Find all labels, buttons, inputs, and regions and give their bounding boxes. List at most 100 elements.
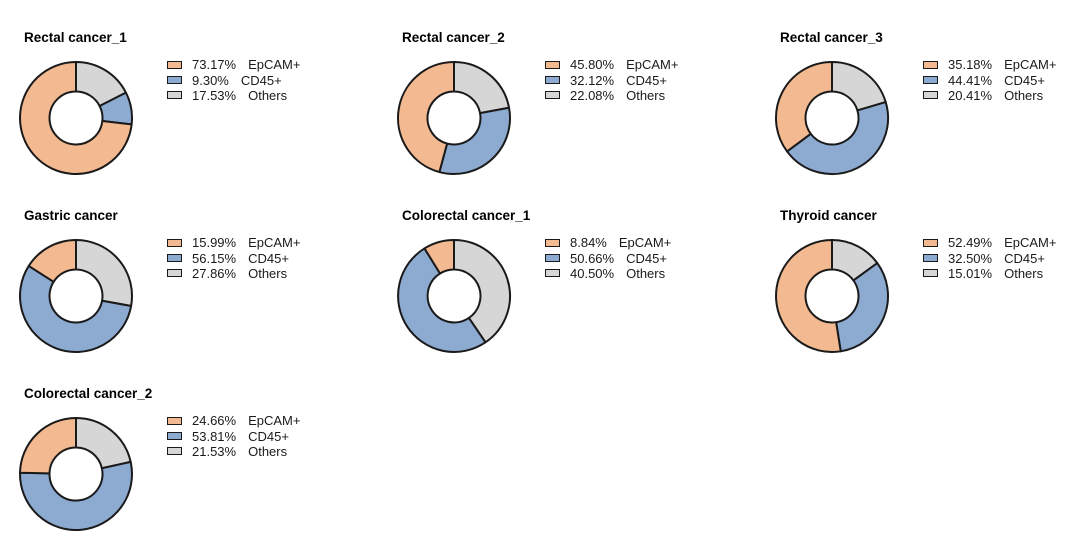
donut-chart-card: Rectal cancer_3 35.18% EpCAM+ 44.41% CD4… — [756, 8, 1080, 184]
legend-item: 40.50% Others — [545, 266, 671, 281]
legend-label: EpCAM+ — [618, 235, 672, 251]
legend-percent: 32.50% — [948, 250, 993, 266]
donut-chart-card: Rectal cancer_1 73.17% EpCAM+ 9.30% CD45… — [0, 8, 370, 184]
legend-percent: 8.84% — [570, 235, 607, 251]
legend-percent: 9.30% — [192, 72, 229, 88]
legend-percent: 21.53% — [192, 443, 237, 459]
legend-percent: 50.66% — [570, 250, 615, 266]
legend-item: 21.53% Others — [167, 444, 300, 459]
donut-chart — [397, 239, 511, 353]
legend-label: CD45+ — [626, 72, 667, 88]
legend-item: 50.66% CD45+ — [545, 250, 671, 266]
chart-legend: 15.99% EpCAM+ 56.15% CD45+ 27.86% Others — [167, 235, 300, 281]
legend-label: Others — [248, 265, 288, 281]
donut-chart — [397, 61, 511, 175]
legend-item: 32.50% CD45+ — [923, 250, 1056, 266]
legend-label: EpCAM+ — [248, 235, 301, 251]
legend-item: 17.53% Others — [167, 88, 300, 103]
donut-chart — [19, 239, 133, 353]
legend-swatch-epcam — [545, 238, 560, 247]
legend-swatch-epcam — [167, 238, 182, 247]
chart-legend: 24.66% EpCAM+ 53.81% CD45+ 21.53% Others — [167, 413, 300, 459]
pie-slice-epcam — [27, 239, 77, 283]
legend-label: CD45+ — [248, 428, 289, 444]
pie-slice-epcam — [19, 61, 133, 175]
legend-percent: 52.49% — [948, 235, 993, 251]
legend-swatch-cd45 — [545, 254, 560, 263]
legend-item: 24.66% EpCAM+ — [167, 413, 300, 428]
chart-legend: 35.18% EpCAM+ 44.41% CD45+ 20.41% Others — [923, 57, 1056, 103]
chart-legend: 52.49% EpCAM+ 32.50% CD45+ 15.01% Others — [923, 235, 1056, 281]
legend-swatch-cd45 — [167, 254, 182, 263]
legend-percent: 56.15% — [192, 250, 237, 266]
donut-chart-card: Rectal cancer_2 45.80% EpCAM+ 32.12% CD4… — [378, 8, 748, 184]
legend-swatch-cd45 — [923, 254, 938, 263]
pie-slice-epcam — [19, 417, 77, 475]
legend-label: CD45+ — [1004, 250, 1045, 266]
legend-item: 35.18% EpCAM+ — [923, 57, 1056, 72]
chart-legend: 45.80% EpCAM+ 32.12% CD45+ 22.08% Others — [545, 57, 678, 103]
legend-swatch-cd45 — [167, 432, 182, 441]
legend-item: 20.41% Others — [923, 88, 1056, 103]
legend-item: 15.99% EpCAM+ — [167, 235, 300, 250]
pie-slice-cd45 — [438, 106, 511, 175]
chart-title: Colorectal cancer_2 — [24, 386, 153, 401]
pie-slice-epcam — [775, 61, 833, 153]
legend-percent: 20.41% — [948, 87, 993, 103]
legend-label: EpCAM+ — [248, 413, 301, 429]
legend-item: 22.08% Others — [545, 88, 678, 103]
donut-chart — [19, 417, 133, 531]
pie-slice-others — [75, 417, 132, 470]
donut-chart — [19, 61, 133, 175]
pie-slice-epcam — [775, 239, 842, 353]
legend-swatch-others — [167, 447, 182, 456]
pie-slice-others — [75, 239, 133, 308]
donut-chart — [775, 239, 889, 353]
chart-legend: 8.84% EpCAM+ 50.66% CD45+ 40.50% Others — [545, 235, 671, 281]
legend-label: EpCAM+ — [1004, 57, 1057, 73]
legend-label: CD45+ — [248, 250, 289, 266]
legend-item: 52.49% EpCAM+ — [923, 235, 1056, 250]
legend-percent: 15.01% — [948, 265, 993, 281]
legend-swatch-epcam — [923, 60, 938, 69]
legend-item: 44.41% CD45+ — [923, 72, 1056, 88]
pie-slice-cd45 — [835, 262, 889, 353]
chart-legend: 73.17% EpCAM+ 9.30% CD45+ 17.53% Others — [167, 57, 300, 103]
legend-swatch-epcam — [545, 60, 560, 69]
donut-chart-card: Colorectal cancer_2 24.66% EpCAM+ 53.81%… — [0, 364, 370, 540]
legend-percent: 32.12% — [570, 72, 615, 88]
legend-item: 8.84% EpCAM+ — [545, 235, 671, 250]
donut-chart-card: Gastric cancer 15.99% EpCAM+ 56.15% CD45… — [0, 186, 370, 362]
legend-percent: 35.18% — [948, 57, 993, 73]
chart-title: Rectal cancer_3 — [780, 30, 883, 45]
legend-swatch-cd45 — [167, 76, 182, 85]
legend-label: Others — [626, 265, 666, 281]
legend-percent: 27.86% — [192, 265, 237, 281]
legend-item: 73.17% EpCAM+ — [167, 57, 300, 72]
legend-label: EpCAM+ — [248, 57, 301, 73]
pie-slice-cd45 — [19, 264, 133, 353]
chart-title: Thyroid cancer — [780, 208, 877, 223]
legend-swatch-others — [545, 269, 560, 278]
legend-percent: 17.53% — [192, 87, 237, 103]
chart-title: Rectal cancer_1 — [24, 30, 127, 45]
legend-swatch-others — [923, 269, 938, 278]
legend-swatch-others — [923, 91, 938, 100]
legend-percent: 44.41% — [948, 72, 993, 88]
legend-swatch-epcam — [167, 60, 182, 69]
legend-label: Others — [248, 87, 288, 103]
legend-item: 32.12% CD45+ — [545, 72, 678, 88]
legend-item: 15.01% Others — [923, 266, 1056, 281]
legend-label: CD45+ — [240, 72, 282, 88]
pie-slice-cd45 — [19, 460, 133, 531]
legend-swatch-others — [167, 269, 182, 278]
legend-label: Others — [1004, 265, 1044, 281]
legend-item: 27.86% Others — [167, 266, 300, 281]
donut-chart — [775, 61, 889, 175]
legend-label: Others — [1004, 87, 1044, 103]
legend-item: 45.80% EpCAM+ — [545, 57, 678, 72]
legend-percent: 53.81% — [192, 428, 237, 444]
legend-item: 9.30% CD45+ — [167, 72, 300, 88]
legend-percent: 24.66% — [192, 413, 237, 429]
